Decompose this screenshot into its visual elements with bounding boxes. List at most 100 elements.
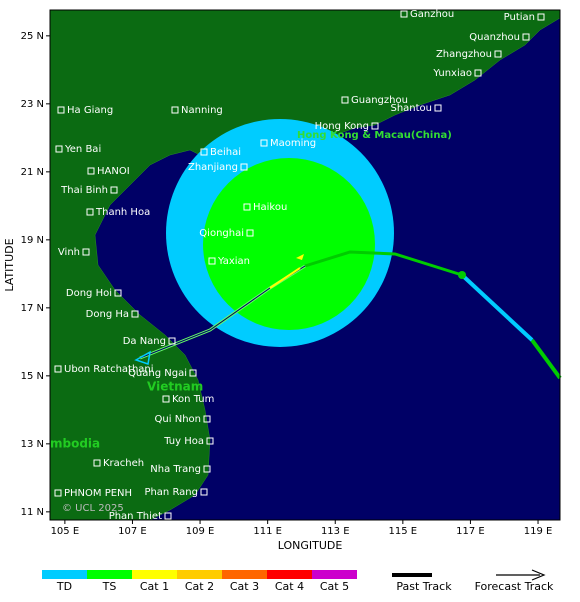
place-marker [434,104,442,112]
place-label: Nanning [181,105,223,116]
y-tick-label: 17 N [21,303,44,314]
place-label: Quanzhou [469,32,520,43]
x-tick-label: 105 E [51,526,80,537]
legend-label: Cat 1 [140,580,169,593]
place-marker [93,459,101,467]
credit: © UCL 2025 [62,503,124,514]
place-marker [260,139,268,147]
place-marker [341,96,349,104]
legend-swatch [42,570,87,579]
place-label: Ha Giang [67,105,113,116]
y-tick-label: 15 N [21,371,44,382]
x-tick-label: 119 E [524,526,553,537]
place-marker [110,186,118,194]
place-marker [474,69,482,77]
storm-position [296,254,304,260]
legend-swatch [87,570,132,579]
place-marker [494,50,502,58]
place-label: Vinh [58,247,80,258]
place-label: Shantou [390,103,432,114]
place-label: Nha Trang [150,464,201,475]
place-label: Dong Ha [86,309,129,320]
y-tick-label: 11 N [21,507,44,518]
legend-label: Cat 4 [275,580,304,593]
place-label: Zhangzhou [436,49,492,60]
place-marker [55,145,63,153]
place-marker [54,489,62,497]
y-axis-label: LATITUDE [3,238,16,291]
forecast-arrow [134,350,151,365]
place-label: Guangzhou [351,95,408,106]
legend-swatch [222,570,267,579]
forecast-arrow-key [531,569,546,581]
legend-swatch [177,570,222,579]
place-marker [371,122,379,130]
legend-label: Cat 2 [185,580,214,593]
y-tick-label: 19 N [21,235,44,246]
legend-label: Cat 5 [320,580,349,593]
forecast-track-label: Forecast Track [475,580,554,593]
place-marker [208,257,216,265]
place-label: PHNOM PENH [64,488,132,499]
place-label: Zhanjiang [188,162,238,173]
place-label: Da Nang [123,336,166,347]
map-frame [49,9,561,521]
x-tick-label: 117 E [456,526,485,537]
past-track-ts [530,338,562,380]
place-marker [200,148,208,156]
region-label: mbodia [50,437,100,451]
place-marker [131,310,139,318]
place-marker [200,488,208,496]
x-tick-label: 115 E [389,526,418,537]
x-axis-label: LONGITUDE [278,539,343,552]
place-label: Phan Rang [144,487,198,498]
place-label: Yen Bai [64,144,101,155]
place-label: Dong Hoi [66,288,112,299]
place-marker [171,106,179,114]
x-tick-label: 107 E [118,526,147,537]
place-marker [57,106,65,114]
y-tick-label: 13 N [21,439,44,450]
place-marker [203,465,211,473]
place-marker [189,369,197,377]
place-marker [203,415,211,423]
place-label: Qui Nhon [155,414,201,425]
place-label: Haikou [253,202,287,213]
track-point [458,271,466,279]
y-tick-label: 25 N [21,31,44,42]
place-label: Yaxian [217,256,250,267]
x-tick-label: 111 E [253,526,282,537]
place-marker [537,13,545,21]
region-label: Hong Kong & Macau(China) [297,130,452,141]
place-label: Phan Thiet [109,511,162,522]
place-label: Beihai [210,147,241,158]
place-marker [206,437,214,445]
legend-swatch [267,570,312,579]
place-label: HANOI [97,166,130,177]
place-label: Kracheh [103,458,144,469]
y-tick-label: 23 N [21,99,44,110]
forecast-cat1 [269,267,301,289]
place-marker [246,229,254,237]
place-label: Ubon Ratchathani [64,364,154,375]
region-label: Vietnam [147,380,203,394]
place-marker [522,33,530,41]
past-track-ts2 [304,250,463,277]
legend-label: TS [102,580,117,593]
place-marker [162,395,170,403]
place-marker [82,248,90,256]
place-label: Yunxiao [432,68,472,79]
legend-swatch [312,570,357,579]
place-label: Thanh Hoa [95,207,150,218]
place-label: Tuy Hoa [163,436,204,447]
place-label: Quang Ngai [128,368,187,379]
legend-label: TD [56,580,72,593]
place-marker [400,10,408,18]
ts-wind-radius [203,158,375,330]
y-tick-label: 21 N [21,167,44,178]
place-label: Ganzhou [410,9,454,20]
place-marker [240,163,248,171]
place-label: Kon Tum [172,394,214,405]
place-label: Qionghai [199,228,244,239]
